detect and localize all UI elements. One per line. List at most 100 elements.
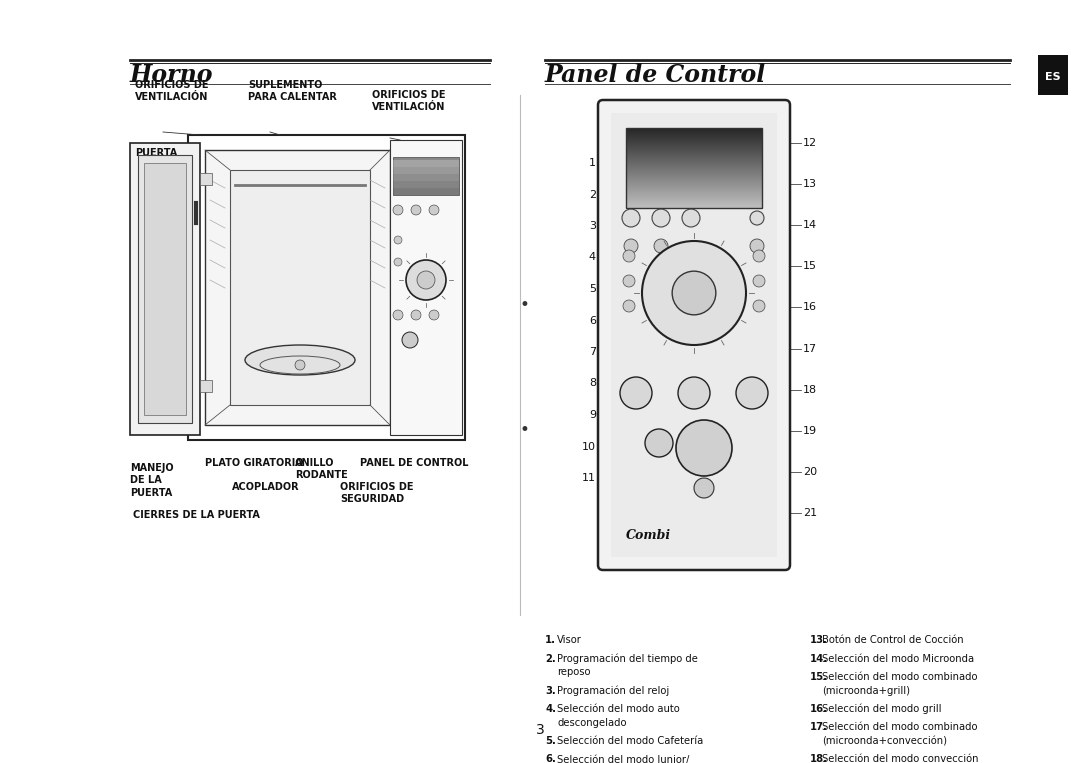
Text: 2: 2 xyxy=(589,189,596,199)
Bar xyxy=(626,172,762,173)
Text: Selección del modo combinado: Selección del modo combinado xyxy=(822,672,977,682)
Bar xyxy=(626,139,762,140)
Bar xyxy=(626,184,762,185)
Bar xyxy=(626,204,762,205)
Text: 4: 4 xyxy=(589,253,596,262)
Circle shape xyxy=(642,241,746,345)
Circle shape xyxy=(411,205,421,215)
Bar xyxy=(626,190,762,191)
Bar xyxy=(626,134,762,135)
Circle shape xyxy=(411,310,421,320)
Text: Selección del modo auto: Selección del modo auto xyxy=(557,704,679,714)
Bar xyxy=(626,145,762,146)
Bar xyxy=(393,160,459,167)
Bar xyxy=(626,147,762,148)
Bar xyxy=(626,160,762,161)
Bar xyxy=(144,163,186,415)
Text: 6: 6 xyxy=(589,315,596,326)
Bar xyxy=(626,193,762,194)
Bar xyxy=(626,194,762,195)
Text: 5.: 5. xyxy=(545,736,556,746)
Bar xyxy=(626,173,762,174)
Bar xyxy=(626,154,762,155)
Text: CIERRES DE LA PUERTA: CIERRES DE LA PUERTA xyxy=(133,510,260,520)
Circle shape xyxy=(645,429,673,457)
Bar xyxy=(626,132,762,133)
Text: SUPLEMENTO
PARA CALENTAR: SUPLEMENTO PARA CALENTAR xyxy=(248,79,337,102)
Circle shape xyxy=(620,377,652,409)
Circle shape xyxy=(622,209,640,227)
Bar xyxy=(626,169,762,170)
Bar xyxy=(626,196,762,197)
Text: descongelado: descongelado xyxy=(557,717,626,727)
Text: Combi: Combi xyxy=(626,529,671,542)
Circle shape xyxy=(694,478,714,498)
Bar xyxy=(393,167,459,174)
Text: 14: 14 xyxy=(804,221,818,230)
Circle shape xyxy=(753,300,765,312)
Text: 1: 1 xyxy=(589,158,596,168)
Text: 3: 3 xyxy=(589,221,596,231)
Text: PUERTA: PUERTA xyxy=(135,148,177,158)
Text: 20: 20 xyxy=(804,467,818,477)
Text: 18: 18 xyxy=(804,385,818,394)
Text: 17: 17 xyxy=(804,343,818,353)
Bar xyxy=(626,128,762,208)
Text: (microonda+convección): (microonda+convección) xyxy=(822,736,947,746)
Bar xyxy=(626,205,762,206)
Bar xyxy=(626,155,762,156)
Bar xyxy=(626,182,762,183)
Bar xyxy=(626,187,762,188)
Text: •: • xyxy=(519,421,529,439)
Circle shape xyxy=(393,310,403,320)
Bar xyxy=(626,140,762,141)
Bar xyxy=(626,188,762,189)
Circle shape xyxy=(750,239,764,253)
Text: 1.: 1. xyxy=(545,635,556,645)
Text: 15.: 15. xyxy=(810,672,828,682)
Bar xyxy=(626,164,762,165)
Bar xyxy=(626,131,762,132)
Bar xyxy=(130,143,200,435)
Bar xyxy=(626,175,762,176)
Text: (microonda+grill): (microonda+grill) xyxy=(822,685,910,696)
Bar xyxy=(626,143,762,144)
Bar xyxy=(626,163,762,164)
Bar xyxy=(626,151,762,152)
Bar xyxy=(626,167,762,168)
Text: 17.: 17. xyxy=(810,723,828,732)
Bar xyxy=(626,168,762,169)
Text: ES: ES xyxy=(1045,72,1061,82)
Text: Programación del tiempo de: Programación del tiempo de xyxy=(557,653,698,664)
Text: 13.: 13. xyxy=(810,635,828,645)
Circle shape xyxy=(406,260,446,300)
Bar xyxy=(626,146,762,147)
Text: 11: 11 xyxy=(582,473,596,483)
Bar xyxy=(205,150,390,425)
Bar xyxy=(626,138,762,139)
Text: Selección del modo Junior/: Selección del modo Junior/ xyxy=(557,755,689,763)
Bar xyxy=(626,178,762,179)
Bar xyxy=(626,201,762,202)
Bar xyxy=(390,140,462,435)
Text: 6.: 6. xyxy=(545,755,556,763)
Text: Botón de Control de Cocción: Botón de Control de Cocción xyxy=(822,635,963,645)
Bar xyxy=(626,206,762,207)
Text: 14.: 14. xyxy=(810,653,828,664)
Text: Horno: Horno xyxy=(130,63,214,87)
Text: ORIFICIOS DE
SEGURIDAD: ORIFICIOS DE SEGURIDAD xyxy=(340,482,414,504)
Bar xyxy=(626,157,762,158)
Bar xyxy=(626,141,762,142)
Text: 18.: 18. xyxy=(810,755,828,763)
Text: •: • xyxy=(519,296,529,314)
Bar xyxy=(626,185,762,186)
Text: PANEL DE CONTROL: PANEL DE CONTROL xyxy=(360,458,469,468)
Bar xyxy=(626,128,762,129)
Circle shape xyxy=(681,209,700,227)
Text: Visor: Visor xyxy=(557,635,582,645)
Text: ORIFICIOS DE
VENTILACIÓN: ORIFICIOS DE VENTILACIÓN xyxy=(372,89,446,112)
Text: ANILLO
RODANTE: ANILLO RODANTE xyxy=(295,458,348,481)
Text: 13: 13 xyxy=(804,179,816,189)
Bar xyxy=(626,144,762,145)
Bar xyxy=(626,174,762,175)
